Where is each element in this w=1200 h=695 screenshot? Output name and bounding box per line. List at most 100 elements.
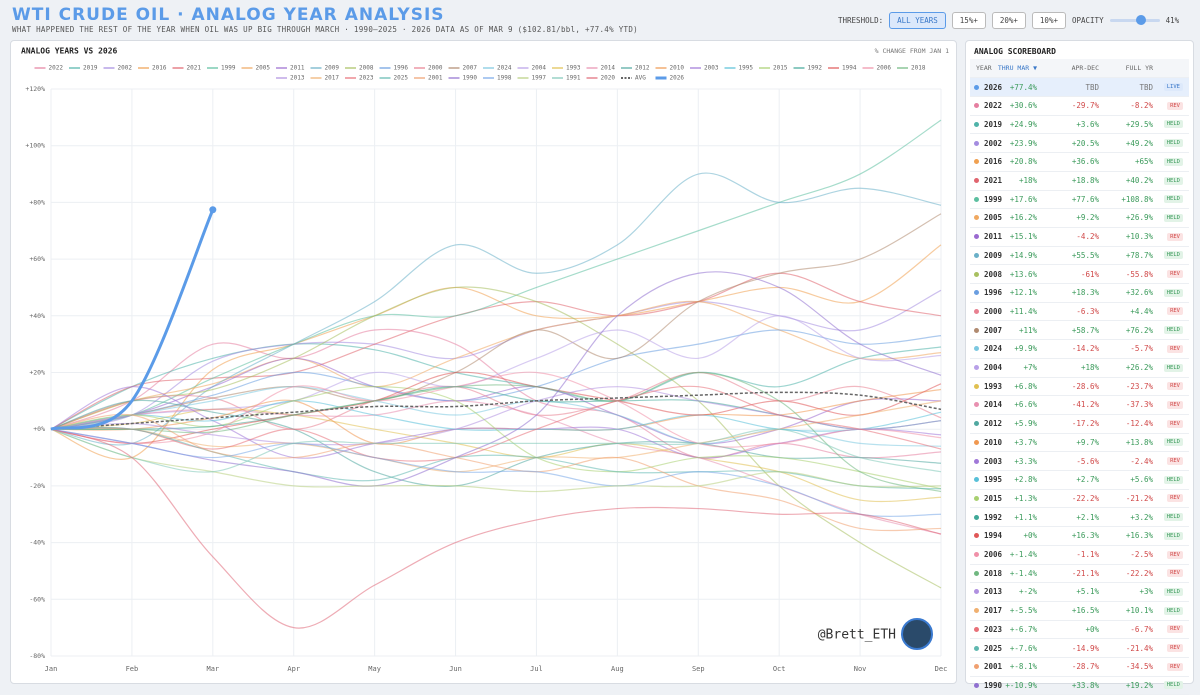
scoreboard-row[interactable]: 2016 +20.8% +36.6% +65% HELD — [970, 153, 1189, 172]
y-tick-label: +120% — [25, 85, 45, 93]
cell: -23.7% — [1125, 381, 1153, 391]
scoreboard-row[interactable]: 2014 +6.6% -41.2% -37.3% REV — [970, 396, 1189, 415]
series-line — [50, 172, 942, 446]
cell: +0% — [1085, 624, 1099, 634]
cell: +18% — [1018, 176, 1037, 185]
cell: +18.8% — [1071, 176, 1099, 185]
series-line — [50, 343, 942, 430]
cell: +2.8% — [1014, 475, 1037, 485]
threshold-button[interactable]: 15%+ — [951, 12, 986, 29]
scoreboard-row[interactable]: 1995 +2.8% +2.7% +5.6% HELD — [970, 471, 1189, 490]
series-line — [50, 428, 942, 473]
scoreboard-row[interactable]: 2003 +3.3% -5.6% -2.4% REV — [970, 452, 1189, 471]
year: 2001 — [984, 662, 1003, 672]
cell: +16.2% — [1009, 213, 1037, 223]
year-dot — [974, 664, 979, 670]
year: 2015 — [984, 493, 1003, 503]
scoreboard-row[interactable]: 2008 +13.6% -61% -55.8% REV — [970, 265, 1189, 284]
legend-label: 2015 — [773, 65, 788, 72]
scoreboard-row[interactable]: 2009 +14.9% +55.5% +78.7% HELD — [970, 246, 1189, 266]
scoreboard-row[interactable]: 2007 +11% +58.7% +76.2% HELD — [970, 321, 1189, 341]
scoreboard-row[interactable]: 2002 +23.9% +20.5% +49.2% HELD — [970, 134, 1189, 154]
scoreboard-row[interactable]: 2021 +18% +18.8% +40.2% HELD — [970, 172, 1189, 191]
scoreboard-row[interactable]: 1996 +12.1% +18.3% +32.6% HELD — [970, 284, 1189, 303]
y-tick-label: -60% — [29, 595, 45, 603]
cell: +11.4% — [1009, 306, 1037, 316]
cell: -8.2% — [1130, 101, 1153, 111]
year: 2021 — [984, 176, 1003, 185]
scoreboard-row[interactable]: 1994 +0% +16.3% +16.3% HELD — [970, 527, 1189, 546]
scoreboard-row[interactable]: 2026 +77.4% TBD TBD LIVE — [970, 78, 1189, 97]
legend-label: 2003 — [704, 65, 719, 72]
chart-note: % CHANGE FROM JAN 1 — [875, 47, 949, 55]
year: 2014 — [984, 400, 1003, 410]
scoreboard-row[interactable]: 2025 +-7.6% -14.9% -21.4% REV — [970, 639, 1189, 658]
cell: -28.6% — [1071, 381, 1099, 391]
cell: +49.2% — [1125, 138, 1153, 148]
scoreboard-row[interactable]: 1990 +-10.9% +33.8% +19.2% HELD — [970, 676, 1189, 695]
legend-label: 2014 — [601, 65, 616, 72]
y-tick-label: -40% — [29, 539, 45, 547]
cell: -22.2% — [1125, 568, 1153, 578]
legend-label: 2007 — [463, 65, 478, 72]
series-line — [50, 119, 942, 430]
scoreboard-row[interactable]: 2013 +-2% +5.1% +3% HELD — [970, 583, 1189, 602]
legend-label: 2019 — [83, 65, 98, 72]
scoreboard-row[interactable]: 2005 +16.2% +9.2% +26.9% HELD — [970, 209, 1189, 228]
average-line — [50, 391, 942, 430]
scoreboard-row[interactable]: 2024 +9.9% -14.2% -5.7% REV — [970, 340, 1189, 359]
scoreboard-row[interactable]: 2022 +30.6% -29.7% -8.2% REV — [970, 97, 1189, 116]
scoreboard-row[interactable]: 2010 +3.7% +9.7% +13.8% HELD — [970, 433, 1189, 453]
badge: REV — [1167, 101, 1183, 110]
cell: +58.7% — [1071, 325, 1099, 335]
year: 2010 — [984, 437, 1003, 447]
badge: REV — [1167, 400, 1183, 409]
cell: +20.8% — [1009, 157, 1037, 167]
scoreboard-row[interactable]: 1993 +6.8% -28.6% -23.7% REV — [970, 377, 1189, 397]
cell: +29.5% — [1125, 119, 1153, 129]
cell: +77.6% — [1071, 194, 1099, 204]
year-dot — [974, 327, 979, 333]
year: 2019 — [984, 119, 1003, 129]
badge: REV — [1167, 457, 1183, 465]
cell: +2.1% — [1076, 512, 1099, 522]
cell: -5.7% — [1130, 344, 1153, 354]
opacity-slider[interactable] — [1109, 15, 1160, 25]
year: 2011 — [984, 232, 1003, 242]
highlight-line — [50, 209, 215, 431]
x-tick-label: Nov — [854, 665, 867, 673]
threshold-button[interactable]: 10%+ — [1031, 12, 1066, 29]
scoreboard-row[interactable]: 2015 +1.3% -22.2% -21.2% REV — [970, 489, 1189, 509]
scoreboard-row[interactable]: 2004 +7% +18% +26.2% HELD — [970, 359, 1189, 378]
year-dot — [974, 103, 979, 109]
cell: +40.2% — [1125, 176, 1153, 185]
threshold-button[interactable]: ALL YEARS — [889, 12, 946, 29]
scoreboard-row[interactable]: 2000 +11.4% -6.3% +4.4% REV — [970, 302, 1189, 322]
scoreboard-row[interactable]: 1992 +1.1% +2.1% +3.2% HELD — [970, 508, 1189, 528]
year-dot — [974, 121, 979, 127]
year-dot — [974, 570, 979, 576]
scoreboard-row[interactable]: 2018 +-1.4% -21.1% -22.2% REV — [970, 564, 1189, 584]
scoreboard-row[interactable]: 2011 +15.1% -4.2% +10.3% REV — [970, 228, 1189, 247]
cell: -14.2% — [1071, 344, 1099, 354]
legend-label: 1992 — [808, 65, 823, 72]
scoreboard-row[interactable]: 1999 +17.6% +77.6% +108.8% HELD — [970, 190, 1189, 210]
legend-label: 1996 — [394, 65, 409, 72]
threshold-button[interactable]: 20%+ — [991, 12, 1026, 29]
cell: +-1.4% — [1009, 550, 1037, 559]
year-dot — [974, 365, 979, 370]
scoreboard-row[interactable]: 2001 +-8.1% -28.7% -34.5% REV — [970, 658, 1189, 677]
year: 2004 — [984, 363, 1003, 372]
scoreboard-row[interactable]: 2017 +-5.5% +16.5% +10.1% HELD — [970, 602, 1189, 621]
scoreboard-row[interactable]: 2006 +-1.4% -1.1% -2.5% REV — [970, 546, 1189, 565]
cell: +36.6% — [1071, 157, 1099, 167]
cell: +2.7% — [1076, 475, 1099, 485]
scoreboard-row[interactable]: 2012 +5.9% -17.2% -12.4% REV — [970, 415, 1189, 434]
year-dot — [974, 589, 979, 595]
y-tick-label: +80% — [29, 198, 45, 206]
scoreboard-row[interactable]: 2019 +24.9% +3.6% +29.5% HELD — [970, 115, 1189, 135]
x-tick-label: Jul — [530, 665, 543, 673]
series-line — [50, 428, 942, 629]
scoreboard-row[interactable]: 2023 +-6.7% +0% -6.7% REV — [970, 620, 1189, 640]
